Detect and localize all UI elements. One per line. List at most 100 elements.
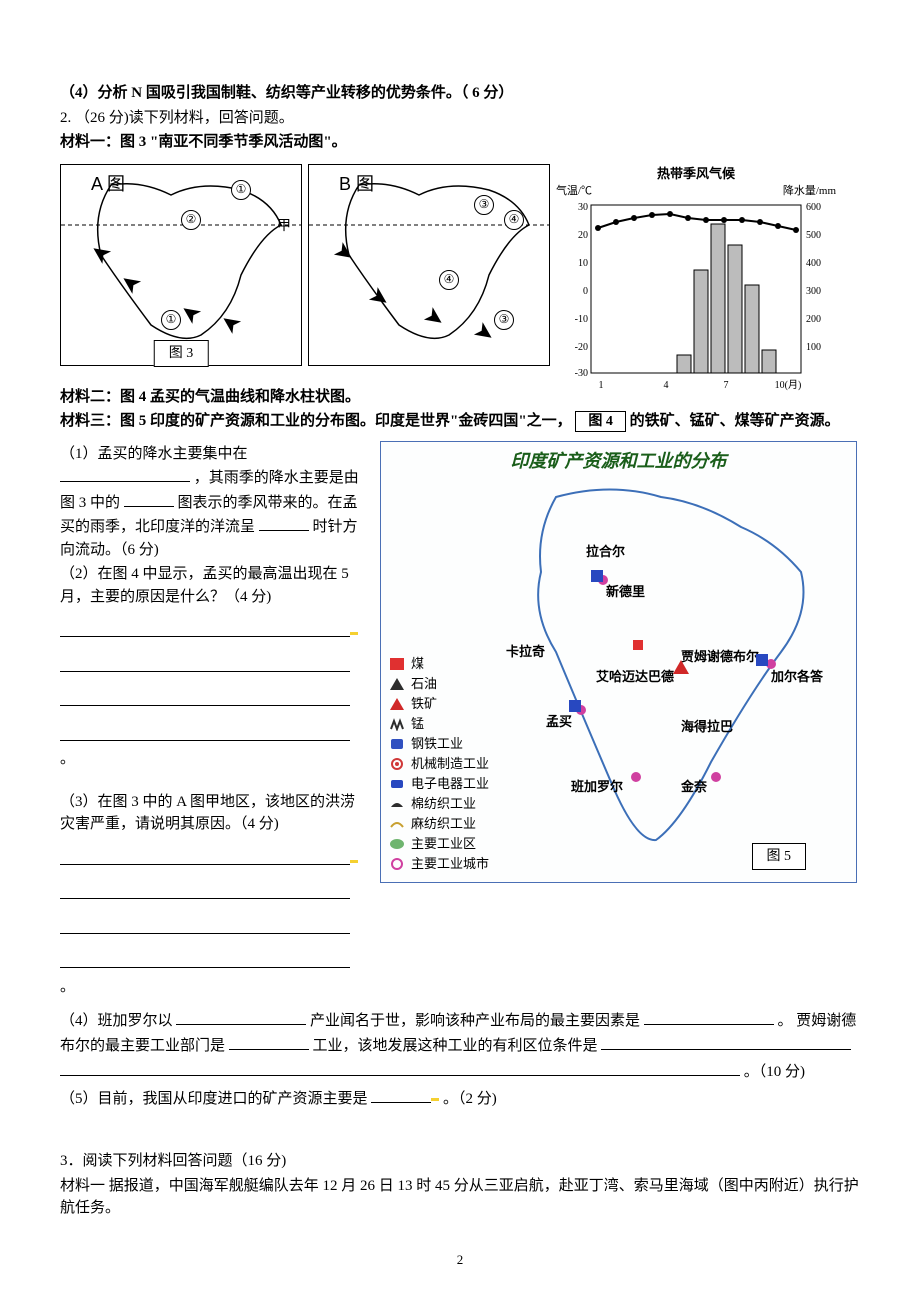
svg-text:-10: -10 — [575, 314, 588, 325]
legend-city-icon — [389, 857, 405, 871]
svg-text:100: 100 — [806, 342, 821, 353]
marker-icon-2 — [350, 860, 358, 863]
svg-text:7: 7 — [724, 380, 729, 391]
sub4: （4）班加罗尔以 产业闻名于世，影响该种产业布局的最主要因素是 。 贾姆谢德布尔… — [60, 1008, 860, 1084]
ans-line-8[interactable] — [60, 949, 350, 968]
legend-coal: 煤 — [411, 654, 424, 674]
circle-4b: ④ — [504, 210, 524, 230]
circle-2a: ② — [181, 210, 201, 230]
svg-text:200: 200 — [806, 314, 821, 325]
blank-dir[interactable] — [259, 514, 309, 531]
ans-line-1[interactable] — [60, 618, 350, 637]
marker-icon — [350, 632, 358, 635]
material-3: 材料三：图 5 印度的矿产资源和工业的分布图。印度是世界"金砖四国"之一， 图 … — [60, 410, 860, 433]
ans-line-4[interactable] — [60, 722, 350, 741]
blank-season[interactable] — [60, 465, 190, 482]
svg-text:20: 20 — [578, 230, 588, 241]
jia-label: 甲 — [277, 215, 291, 236]
q3-material: 材料一 据报道，中国海军舰艇编队去年 12 月 26 日 13 时 45 分从三… — [60, 1175, 860, 1220]
sub4a: （4）班加罗尔以 — [60, 1013, 173, 1029]
blank-cond1[interactable] — [601, 1033, 851, 1050]
sub2: （2）在图 4 中显示，孟买的最高温出现在 5 月，主要的原因是什么？（4 分) — [60, 563, 360, 608]
fig3-label: 图 3 — [154, 340, 209, 367]
ans-line-7[interactable] — [60, 915, 350, 934]
legend-elec-icon — [389, 777, 405, 791]
sub5a: （5）目前，我国从印度进口的矿产资源主要是 — [60, 1091, 368, 1107]
blank-cond2[interactable] — [60, 1057, 740, 1076]
sub3: （3）在图 3 中的 A 图甲地区，该地区的洪涝灾害严重，请说明其原因。（4 分… — [60, 791, 360, 836]
svg-text:4: 4 — [664, 380, 669, 391]
mat3b: 的铁矿、锰矿、煤等矿产资源。 — [630, 413, 840, 429]
figure-row: A 图 ① ② ① 甲 ➤ ➤ ➤ ➤ 图 3 B 图 ③ ④ ④ ③ — [60, 164, 860, 384]
legend-coal-icon — [389, 657, 405, 671]
legend-mn-icon — [389, 717, 405, 731]
svg-text:0: 0 — [583, 286, 588, 297]
legend-steel-icon — [389, 737, 405, 751]
blank-map[interactable] — [124, 490, 174, 507]
svg-text:300: 300 — [806, 286, 821, 297]
left-column: （1）孟买的降水主要集中在 ，其雨季的降水主要是由图 3 中的 图表示的季风带来… — [60, 441, 360, 999]
ans-line-6[interactable] — [60, 880, 350, 899]
sub4d: 工业，该地发展这种工业的有利区位条件是 — [313, 1038, 598, 1054]
blank-mineral[interactable] — [371, 1086, 431, 1103]
legend-machine-icon — [389, 757, 405, 771]
mat3a: 材料三：图 5 印度的矿产资源和工业的分布图。印度是世界"金砖四国"之一， — [60, 413, 572, 429]
svg-text:400: 400 — [806, 258, 821, 269]
legend: 煤 石油 铁矿 锰 钢铁工业 机械制造工业 电子电器工业 棉纺织工业 麻纺织工业… — [389, 654, 489, 874]
legend-zone-icon — [389, 837, 405, 851]
sub4b: 产业闻名于世，影响该种产业布局的最主要因素是 — [310, 1013, 640, 1029]
blank-industry[interactable] — [176, 1008, 306, 1025]
page-container: （4）分析 N 国吸引我国制鞋、纺织等产业转移的优势条件。（ 6 分） 2. （… — [0, 0, 920, 1309]
svg-text:-30: -30 — [575, 368, 588, 379]
material-1: 材料一：图 3 "南亚不同季节季风活动图"。 — [60, 131, 860, 154]
sub4e: 。（10 分) — [744, 1064, 805, 1080]
map-b: B 图 ③ ④ ④ ③ ➤ ➤ ➤ ➤ — [308, 164, 550, 366]
fig5-label: 图 5 — [752, 843, 807, 870]
legend-cotton: 棉纺织工业 — [411, 794, 476, 814]
page-number: 2 — [60, 1250, 860, 1270]
sub1a: （1）孟买的降水主要集中在 — [60, 446, 248, 462]
sub5: （5）目前，我国从印度进口的矿产资源主要是 。（2 分) — [60, 1086, 860, 1111]
fig4-label: 图 4 — [575, 411, 626, 432]
legend-oil: 石油 — [411, 674, 437, 694]
legend-mn: 锰 — [411, 714, 424, 734]
circle-1a: ① — [231, 180, 251, 200]
legend-zone: 主要工业区 — [411, 834, 476, 854]
india-map: 印度矿产资源和工业的分布 拉合尔 新德里 卡拉奇 贾姆谢德布尔 艾哈迈达巴德 加… — [380, 441, 857, 883]
climate-chart: 热带季风气候 气温/℃ 降水量/mm — [556, 164, 836, 394]
svg-text:500: 500 — [806, 230, 821, 241]
map-a: A 图 ① ② ① 甲 ➤ ➤ ➤ ➤ 图 3 — [60, 164, 302, 366]
axis-temp: 气温/℃ — [556, 183, 592, 200]
mid-wrap: （1）孟买的降水主要集中在 ，其雨季的降水主要是由图 3 中的 图表示的季风带来… — [60, 441, 860, 999]
ans-line-5[interactable] — [60, 846, 350, 865]
climate-title: 热带季风气候 — [556, 164, 836, 184]
ans-line-2[interactable] — [60, 653, 350, 672]
legend-elec: 电子电器工业 — [411, 774, 489, 794]
svg-text:30: 30 — [578, 202, 588, 213]
circle-3b: ③ — [474, 195, 494, 215]
question-3: 3．阅读下列材料回答问题（16 分) — [60, 1150, 860, 1173]
blank-factor[interactable] — [644, 1008, 774, 1025]
sub1: （1）孟买的降水主要集中在 ，其雨季的降水主要是由图 3 中的 图表示的季风带来… — [60, 443, 360, 562]
legend-cotton-icon — [389, 797, 405, 811]
sub5b: 。（2 分) — [443, 1091, 497, 1107]
svg-text:600: 600 — [806, 202, 821, 213]
legend-city: 主要工业城市 — [411, 854, 489, 874]
legend-jute-icon — [389, 817, 405, 831]
legend-machine: 机械制造工业 — [411, 754, 489, 774]
svg-text:-20: -20 — [575, 342, 588, 353]
legend-iron-icon — [389, 697, 405, 711]
marker-icon-3 — [431, 1098, 439, 1101]
circle-4c: ④ — [439, 270, 459, 290]
legend-iron: 铁矿 — [411, 694, 437, 714]
svg-text:1: 1 — [599, 380, 604, 391]
ans-line-3[interactable] — [60, 687, 350, 706]
legend-oil-icon — [389, 677, 405, 691]
question-2: 2. （26 分)读下列材料，回答问题。 — [60, 107, 860, 130]
climate-svg: 30 20 10 0 -10 -20 -30 600 500 400 300 200 100 1… — [556, 200, 836, 395]
blank-sector[interactable] — [229, 1033, 309, 1050]
svg-text:10: 10 — [578, 258, 588, 269]
question-4: （4）分析 N 国吸引我国制鞋、纺织等产业转移的优势条件。（ 6 分） — [60, 82, 860, 105]
svg-text:10(月): 10(月) — [775, 379, 802, 391]
legend-steel: 钢铁工业 — [411, 734, 463, 754]
